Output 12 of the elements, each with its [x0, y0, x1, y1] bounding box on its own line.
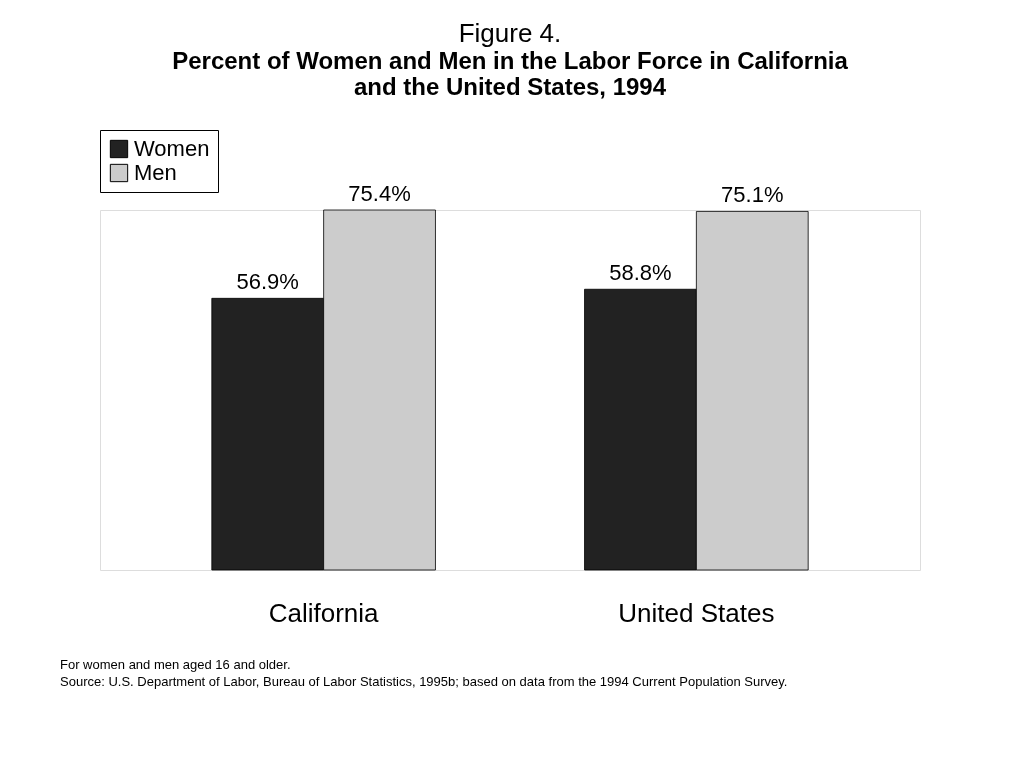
source-note: Source: U.S. Department of Labor, Bureau of Labor Statistics, 1995b; based on data from the 1994 Current Population Survey.: [60, 674, 788, 689]
chart-subtitle: Percent of Women and Men in the Labor Force in California and the United States, 1994: [172, 46, 849, 100]
data-label: 56.9%: [236, 269, 299, 295]
x-tick-label: United States: [618, 597, 775, 628]
chart-title: Figure 4.: [458, 17, 562, 48]
legend-label: Women: [134, 136, 210, 161]
data-label: 58.8%: [609, 260, 672, 286]
x-tick-label: California: [268, 597, 380, 628]
legend-label: Men: [134, 160, 177, 185]
text: For women and men aged 16 and older.: [60, 657, 291, 672]
data-label: 75.4%: [348, 181, 411, 206]
data-label: 75.1%: [721, 182, 784, 208]
